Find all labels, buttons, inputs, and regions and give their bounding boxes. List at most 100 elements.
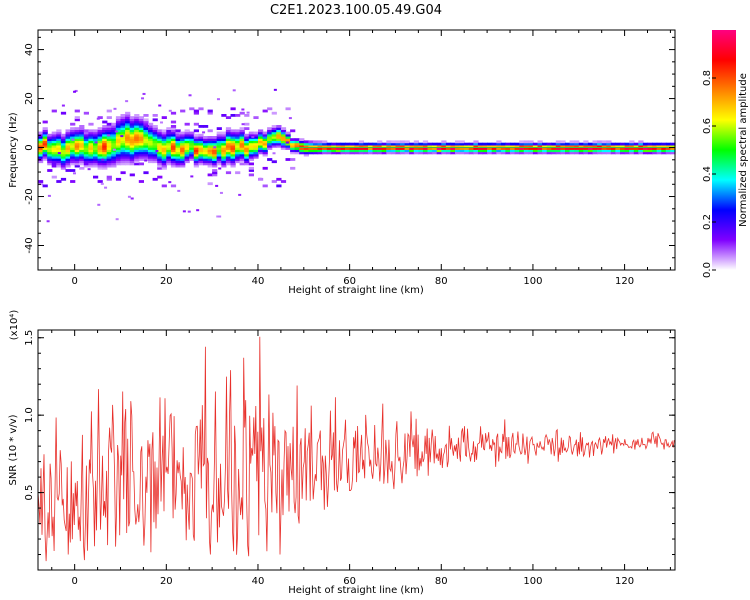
spectrogram-cell bbox=[230, 107, 236, 111]
spectrogram-cell bbox=[340, 149, 346, 153]
spectrogram-cell bbox=[83, 158, 89, 161]
spectrogram-cell bbox=[633, 149, 639, 153]
spectrogram-cell bbox=[294, 142, 300, 146]
spectrogram-cell bbox=[65, 158, 71, 161]
spectrogram-cell bbox=[216, 149, 222, 153]
spectrogram-cell bbox=[56, 129, 62, 133]
spectrogram-cell bbox=[235, 149, 241, 153]
spectrogram-cell bbox=[106, 122, 112, 126]
spectrogram-cell bbox=[115, 120, 122, 124]
spectrogram-cell bbox=[629, 140, 635, 144]
spectrogram-cell bbox=[38, 140, 44, 144]
spectrogram-cell bbox=[148, 147, 154, 150]
spectrogram-cell bbox=[271, 140, 277, 144]
spectrogram-cell bbox=[138, 140, 144, 144]
spectrogram-cell bbox=[111, 153, 117, 157]
spectrogram-cell bbox=[422, 142, 429, 146]
spectrogram-cell bbox=[597, 147, 603, 150]
spectrogram-cell bbox=[262, 140, 268, 144]
spectrogram-cell bbox=[363, 144, 369, 148]
spectrogram-cell bbox=[638, 149, 644, 153]
spectrogram-cell bbox=[138, 162, 144, 166]
spectrogram-cell bbox=[152, 142, 158, 146]
spectrogram-cell bbox=[308, 140, 314, 144]
spectrogram-cell bbox=[111, 129, 117, 133]
spectrogram-cell bbox=[354, 142, 360, 146]
spectrogram-cell bbox=[51, 164, 57, 168]
spectrogram-cell bbox=[193, 122, 199, 126]
spectrogram-cell bbox=[606, 147, 612, 150]
snr-x-label: Height of straight line (km) bbox=[288, 585, 424, 596]
spectrogram-cell bbox=[587, 144, 594, 148]
spectrogram-cell bbox=[148, 125, 154, 128]
spectrogram-cell bbox=[280, 144, 287, 148]
spectrogram-cell bbox=[294, 147, 300, 150]
spectrogram-cell bbox=[624, 151, 630, 155]
spectrogram-cell bbox=[422, 144, 429, 148]
spectrogram-cell bbox=[464, 151, 470, 155]
spectrogram-cell bbox=[285, 107, 291, 111]
spectrogram-cell bbox=[496, 151, 502, 155]
spectrogram-cell bbox=[120, 149, 126, 153]
spectrogram-cell bbox=[267, 107, 273, 111]
spectrogram-cell bbox=[161, 116, 167, 119]
spectrogram-cell bbox=[115, 147, 122, 150]
spectrogram-cell bbox=[258, 147, 264, 150]
spectrogram-cell bbox=[88, 153, 94, 157]
spectrogram-cell bbox=[276, 127, 282, 130]
spectrogram-cell bbox=[143, 127, 149, 130]
spectrogram-cell bbox=[115, 138, 122, 141]
spectrogram-cell bbox=[574, 140, 580, 144]
spectrogram-cell bbox=[427, 151, 433, 155]
spectrogram-cell bbox=[354, 144, 360, 148]
spectrogram-cell bbox=[216, 155, 222, 159]
spectrogram-cell bbox=[239, 136, 245, 139]
spectrogram-cell bbox=[230, 164, 236, 168]
spectrogram-cell bbox=[244, 155, 250, 159]
spectrogram-cell bbox=[193, 153, 199, 157]
spectrogram-cell bbox=[65, 136, 71, 139]
spectrogram-cell bbox=[61, 104, 65, 107]
spectrogram-cell bbox=[74, 144, 80, 148]
spectrogram-cell bbox=[152, 144, 158, 148]
spectrogram-cell bbox=[441, 147, 447, 150]
spectrogram-cell bbox=[56, 131, 62, 135]
spectrogram-cell bbox=[46, 220, 50, 223]
spectrogram-cell bbox=[482, 147, 488, 150]
spectrogram-cell bbox=[115, 118, 122, 122]
spectrogram-cell bbox=[299, 140, 305, 144]
spectrogram-cell bbox=[125, 147, 131, 150]
spectrogram-cell bbox=[592, 147, 598, 150]
spectrogram-cell bbox=[326, 147, 332, 150]
spectrogram-cell bbox=[230, 149, 236, 153]
spectrogram-cell bbox=[203, 149, 209, 153]
spectrogram-cell bbox=[601, 147, 607, 150]
spectrogram-cell bbox=[184, 138, 190, 141]
spectrogram-cell bbox=[88, 158, 94, 161]
spectrogram-cell bbox=[510, 151, 516, 155]
spectrogram-cell bbox=[253, 144, 259, 148]
spectrogram-cell bbox=[569, 144, 575, 148]
spectrogram-cell bbox=[230, 129, 236, 133]
spectrogram-cell bbox=[313, 149, 319, 153]
spectrogram-cell bbox=[262, 142, 268, 146]
spectrogram-cell bbox=[148, 158, 154, 161]
spectrogram-cell bbox=[74, 133, 80, 137]
spectrogram-cell bbox=[262, 109, 268, 113]
spectrogram-cell bbox=[267, 133, 273, 137]
spectrogram-cell bbox=[239, 142, 245, 146]
spectrogram-cell bbox=[170, 151, 177, 155]
spectrogram-cell bbox=[193, 136, 199, 139]
spectrogram-cell bbox=[148, 127, 154, 130]
spectrogram-cell bbox=[422, 147, 429, 150]
spectrogram-cell bbox=[125, 133, 131, 137]
spectrogram-cell bbox=[161, 158, 167, 161]
spectrogram-cell bbox=[42, 136, 48, 139]
spectrogram-cell bbox=[157, 166, 163, 170]
spectrogram-cell bbox=[340, 144, 346, 148]
spectrogram-cell bbox=[459, 144, 465, 148]
spectrogram-cell bbox=[97, 166, 103, 170]
spectrogram-cell bbox=[267, 147, 273, 150]
spectrogram-cell bbox=[514, 151, 520, 155]
spectrogram-cell bbox=[592, 149, 598, 153]
